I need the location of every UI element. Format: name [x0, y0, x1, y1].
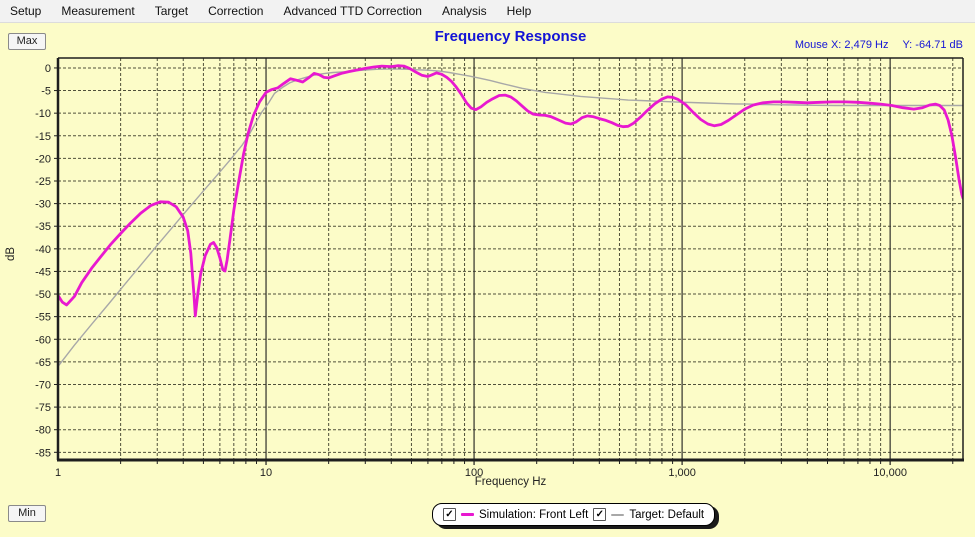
- plot-background: [58, 58, 963, 460]
- x-tick-label: 100: [465, 467, 483, 479]
- mouse-y-readout: Y: -64.71 dB: [902, 39, 963, 51]
- legend-swatch-1: [611, 513, 625, 516]
- mouse-readout: Mouse X: 2,479 Hz Y: -64.71 dB: [795, 39, 963, 51]
- legend-swatch-0: [461, 513, 474, 516]
- chart-title: Frequency Response: [434, 28, 587, 45]
- legend-checkbox-0[interactable]: ✓: [443, 508, 456, 521]
- legend-entry-0: ✓ Simulation: Front Left: [443, 508, 588, 521]
- legend-checkbox-1[interactable]: ✓: [593, 508, 607, 521]
- legend: ✓ Simulation: Front Left ✓ Target: Default: [432, 503, 716, 526]
- y-tick-label: -40: [35, 244, 51, 256]
- series-simulation-front-left: [58, 64, 963, 318]
- min-button[interactable]: Min: [8, 505, 46, 522]
- y-tick-label: -70: [35, 379, 51, 391]
- menu-item-measurement[interactable]: Measurement: [61, 4, 135, 18]
- y-tick-label: -85: [35, 447, 51, 459]
- menu-item-advanced-ttd-correction[interactable]: Advanced TTD Correction: [283, 4, 422, 18]
- y-tick-label: 0: [45, 63, 51, 75]
- y-tick-label: -20: [35, 153, 51, 165]
- menu-item-help[interactable]: Help: [506, 4, 532, 18]
- y-tick-label: -65: [35, 357, 51, 369]
- y-tick-label: -60: [35, 334, 51, 346]
- menu-item-correction[interactable]: Correction: [208, 4, 264, 18]
- y-tick-label: -45: [35, 266, 51, 278]
- x-tick-label: 10: [260, 467, 272, 479]
- legend-label-1: Target: Default: [629, 508, 705, 521]
- y-axis-label: dB: [5, 246, 18, 262]
- y-tick-label: -75: [35, 402, 51, 414]
- y-tick-label: -55: [35, 312, 51, 324]
- legend-entry-1: ✓ Target: Default: [593, 508, 704, 521]
- y-tick-label: -35: [35, 221, 51, 233]
- mouse-x-readout: Mouse X: 2,479 Hz: [794, 39, 889, 51]
- menu-item-setup[interactable]: Setup: [10, 4, 42, 18]
- y-tick-label: -50: [35, 289, 51, 301]
- legend-label-0: Simulation: Front Left: [479, 508, 589, 521]
- x-axis-label: Frequency Hz: [474, 476, 547, 488]
- series-target-default: [58, 68, 963, 368]
- x-tick-label: 1,000: [668, 467, 696, 479]
- menu-bar: Setup Measurement Target Correction Advanced…: [0, 0, 975, 23]
- x-tick-label: 10,000: [873, 467, 907, 479]
- y-tick-label: -10: [35, 108, 51, 120]
- menu-item-analysis[interactable]: Analysis: [441, 4, 487, 18]
- y-tick-label: -25: [35, 176, 51, 188]
- y-tick-label: -80: [35, 425, 51, 437]
- y-tick-label: -15: [35, 131, 51, 143]
- x-tick-label: 1: [55, 467, 61, 479]
- menu-item-target[interactable]: Target: [154, 4, 189, 18]
- max-button[interactable]: Max: [8, 33, 46, 50]
- y-tick-label: -5: [41, 86, 51, 98]
- y-tick-label: -30: [35, 199, 51, 211]
